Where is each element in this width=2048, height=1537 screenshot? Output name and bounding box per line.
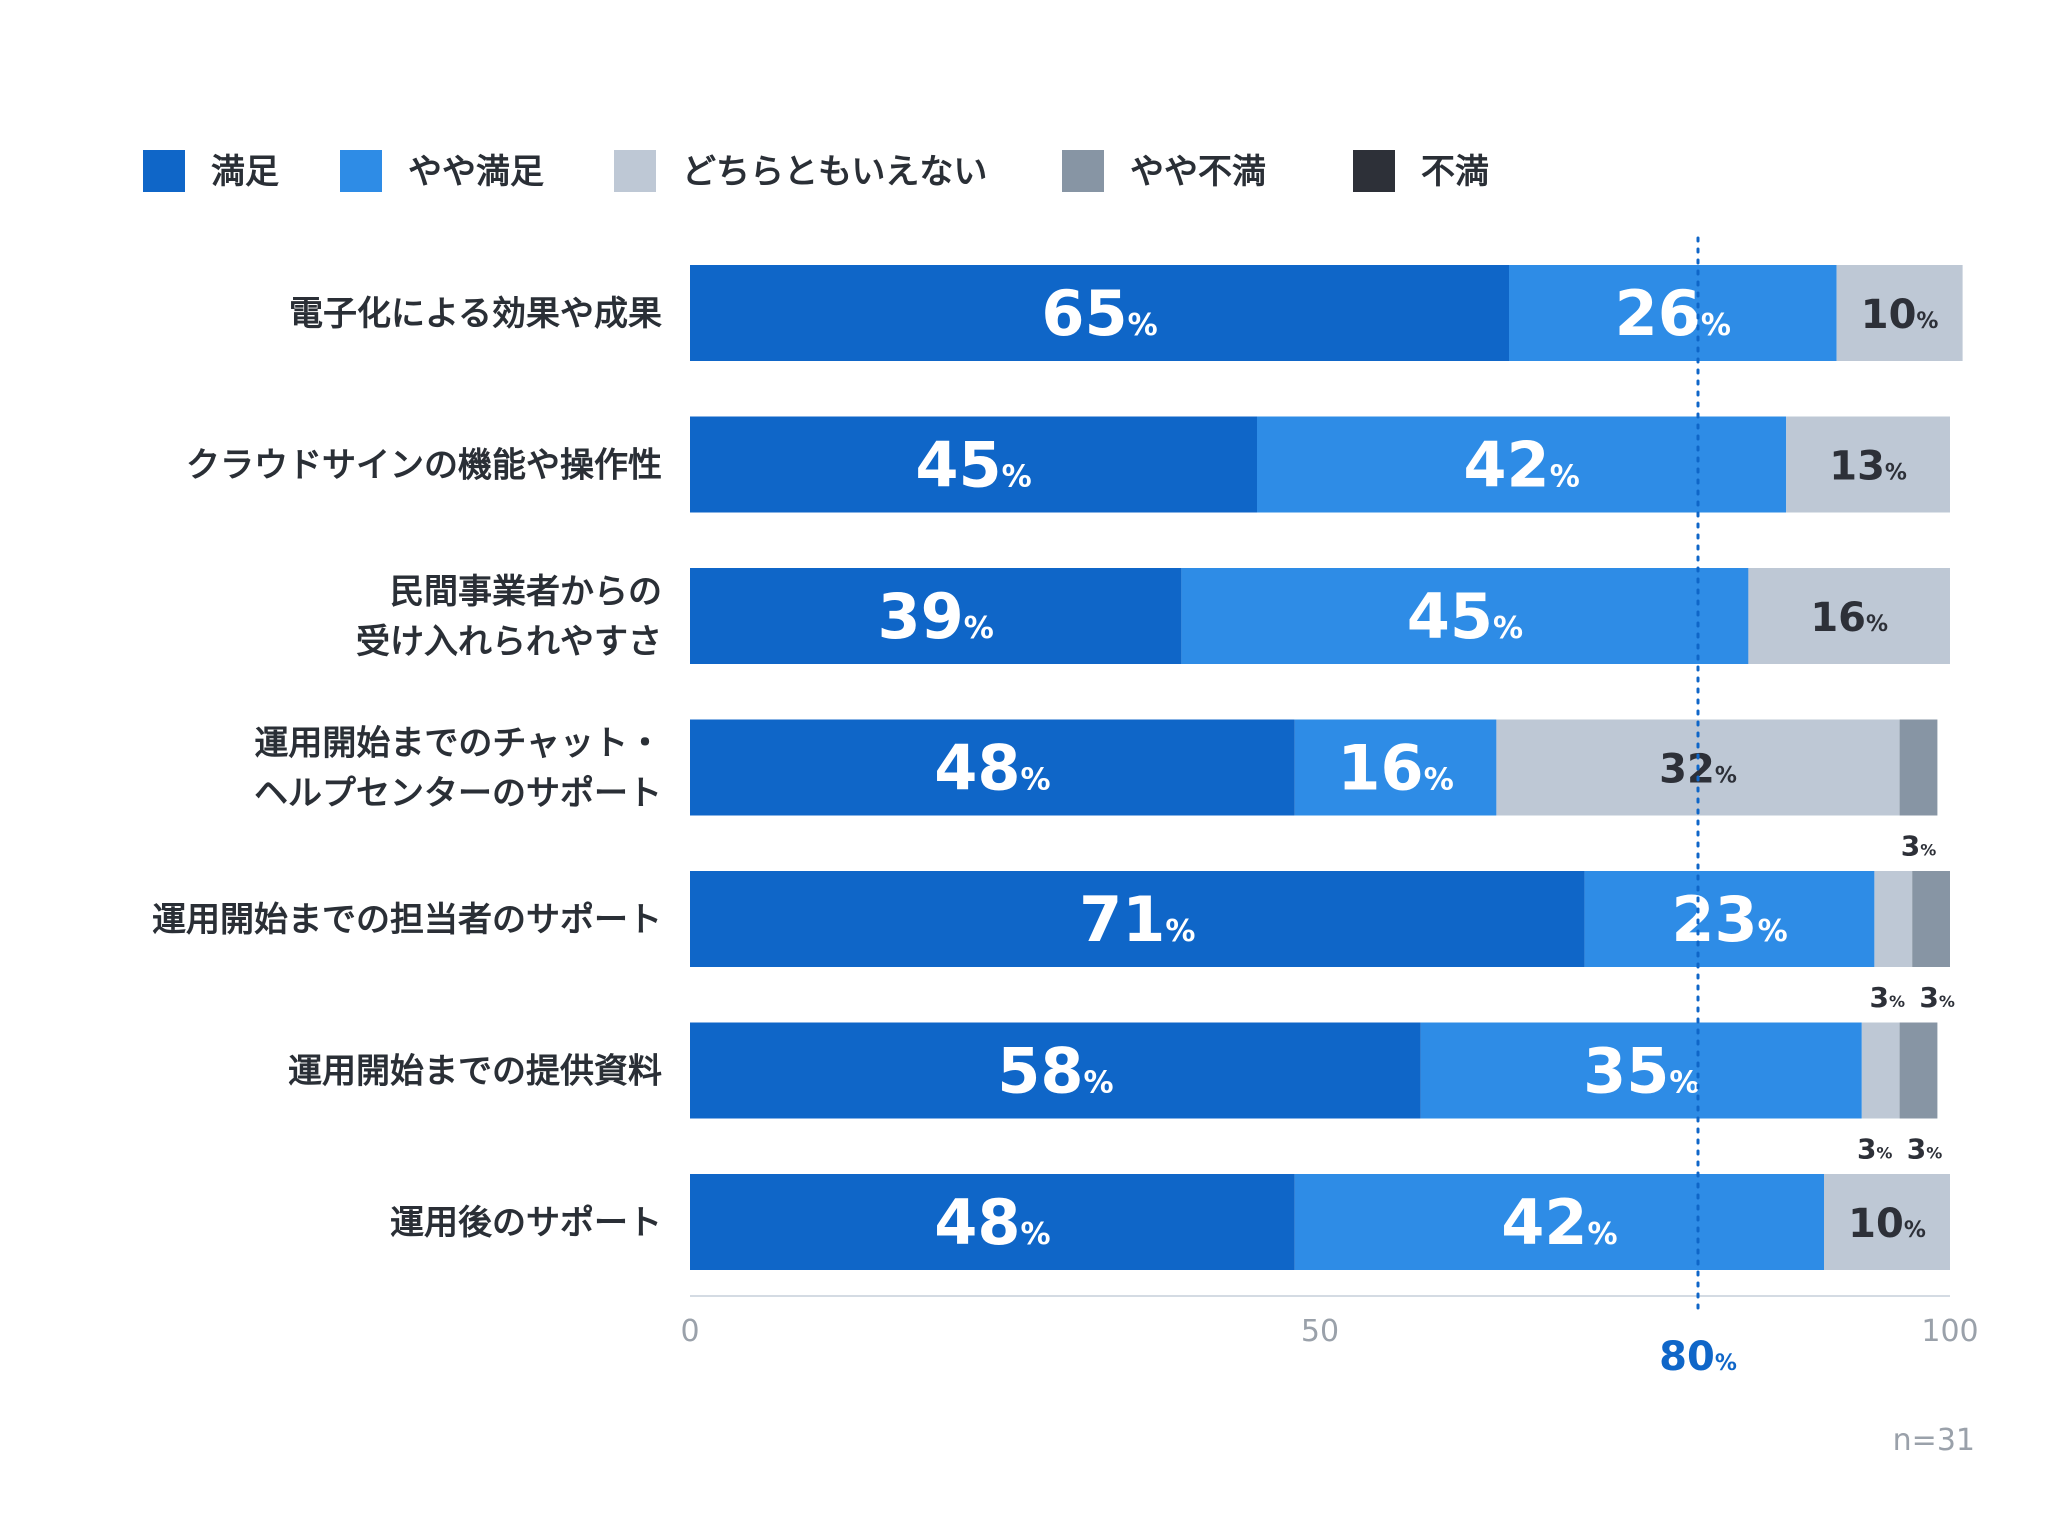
- bar-row: 65% 26% 10%: [690, 265, 1963, 361]
- bar-segment: [690, 416, 1257, 513]
- bar-value-label: 23%: [1671, 883, 1787, 956]
- legend-item: 満足: [143, 150, 279, 192]
- x-tick-label: 50: [1301, 1314, 1339, 1349]
- legend-label: 不満: [1421, 152, 1489, 192]
- bar-segment: [1257, 416, 1787, 513]
- bar-row: 58% 35% 3% 3%: [690, 1022, 1943, 1166]
- category-label: 電子化による効果や成果: [289, 294, 662, 334]
- bar-segment: [690, 568, 1182, 664]
- bar-segment: [1294, 719, 1497, 816]
- bar-value-label-small: 3%: [1901, 830, 1937, 863]
- bar-value-label: 35%: [1583, 1035, 1699, 1108]
- legend-label: やや満足: [408, 152, 544, 192]
- bar-row: 45% 42% 13%: [690, 416, 1950, 513]
- bar-value-label: 13%: [1829, 444, 1907, 490]
- bar-value-label-small: 3%: [1919, 981, 1955, 1014]
- legend-label: 満足: [211, 152, 279, 192]
- bar-value-label: 10%: [1848, 1201, 1926, 1247]
- bar-segment: [1912, 871, 1950, 967]
- bar-segment: [690, 1022, 1421, 1119]
- bar-segment: [690, 871, 1585, 967]
- legend-item: やや不満: [1062, 150, 1266, 192]
- bar-value-label: 58%: [997, 1035, 1113, 1108]
- bar-segment: [1899, 1022, 1938, 1119]
- x-tick-label: 100: [1921, 1314, 1978, 1349]
- bar-row: 71% 23% 3% 3%: [690, 871, 1955, 1014]
- bar-value-label: 16%: [1810, 595, 1888, 641]
- bar-segment: [1584, 871, 1875, 967]
- legend-swatch: [1353, 150, 1395, 192]
- bar-value-label: 71%: [1079, 883, 1195, 956]
- bar-value-label: 16%: [1337, 732, 1453, 805]
- bar-segment: [1181, 568, 1749, 664]
- category-label: 運用開始までの担当者のサポート: [152, 900, 662, 940]
- bars: 65% 26% 10%45% 42% 13%39% 45% 16%48% 16% 32%3%71…: [690, 265, 1963, 1270]
- bar-row: 39% 45% 16%: [690, 568, 1950, 664]
- legend-item: やや満足: [340, 150, 544, 192]
- bar-value-label: 48%: [934, 1186, 1050, 1259]
- category-label: 運用後のサポート: [390, 1203, 662, 1243]
- legend-swatch: [1062, 150, 1104, 192]
- bar-value-label-small: 3%: [1907, 1133, 1943, 1166]
- bar-segment: [690, 265, 1509, 361]
- category-labels: 電子化による効果や成果クラウドサインの機能や操作性民間事業者からの受け入れられや…: [152, 294, 662, 1243]
- bar-segment: [1786, 416, 1950, 513]
- sample-size-label: n=31: [1893, 1423, 1975, 1458]
- bar-segment: [1824, 1174, 1950, 1270]
- bar-value-label: 10%: [1861, 292, 1939, 338]
- bar-value-label: 32%: [1659, 747, 1737, 793]
- bar-value-label-small: 3%: [1857, 1133, 1893, 1166]
- category-label: 運用開始までの提供資料: [288, 1052, 662, 1092]
- bar-value-label: 48%: [934, 732, 1050, 805]
- bar-value-label: 26%: [1615, 277, 1731, 350]
- x-tick-label: 0: [680, 1314, 699, 1349]
- bar-segment: [1420, 1022, 1862, 1119]
- legend-swatch: [143, 150, 185, 192]
- legend: 満足 やや満足 どちらともいえない やや不満 不満: [143, 150, 1489, 192]
- bar-value-label: 39%: [878, 580, 994, 653]
- bar-row: 48% 16% 32% 3%: [690, 719, 1938, 863]
- footer: n=31: [1893, 1423, 1975, 1458]
- bar-segment: [690, 1174, 1295, 1270]
- category-label: クラウドサインの機能や操作性: [186, 446, 662, 486]
- bar-value-label: 45%: [915, 429, 1031, 502]
- legend-item: 不満: [1353, 150, 1489, 192]
- bar-value-label: 42%: [1501, 1186, 1617, 1259]
- bar-value-label: 42%: [1463, 429, 1579, 502]
- legend-label: やや不満: [1130, 152, 1266, 192]
- bar-segment: [1294, 1174, 1824, 1270]
- category-label: 運用開始までのチャット・ヘルプセンターのサポート: [254, 724, 662, 814]
- bar-segment: [1509, 265, 1837, 361]
- bar-segment: [690, 719, 1295, 816]
- legend-swatch: [614, 150, 656, 192]
- bar-value-label: 45%: [1407, 580, 1523, 653]
- bar-segment: [1748, 568, 1950, 664]
- legend-item: どちらともいえない: [614, 150, 987, 192]
- bar-segment: [1874, 871, 1913, 967]
- bar-segment: [1899, 719, 1938, 816]
- reference-line-label: 80%: [1659, 1334, 1737, 1380]
- x-axis: 0 50 100: [680, 1295, 1979, 1349]
- bar-value-label-small: 3%: [1870, 981, 1906, 1014]
- legend-label: どちらともいえない: [682, 152, 987, 192]
- bar-segment: [1861, 1022, 1900, 1119]
- category-label: 民間事業者からの受け入れられやすさ: [356, 572, 662, 662]
- reference-line-80: 80%: [1659, 236, 1737, 1380]
- bar-value-label: 65%: [1041, 277, 1157, 350]
- bar-row: 48% 42% 10%: [690, 1174, 1950, 1270]
- bar-segment: [1836, 265, 1963, 361]
- legend-swatch: [340, 150, 382, 192]
